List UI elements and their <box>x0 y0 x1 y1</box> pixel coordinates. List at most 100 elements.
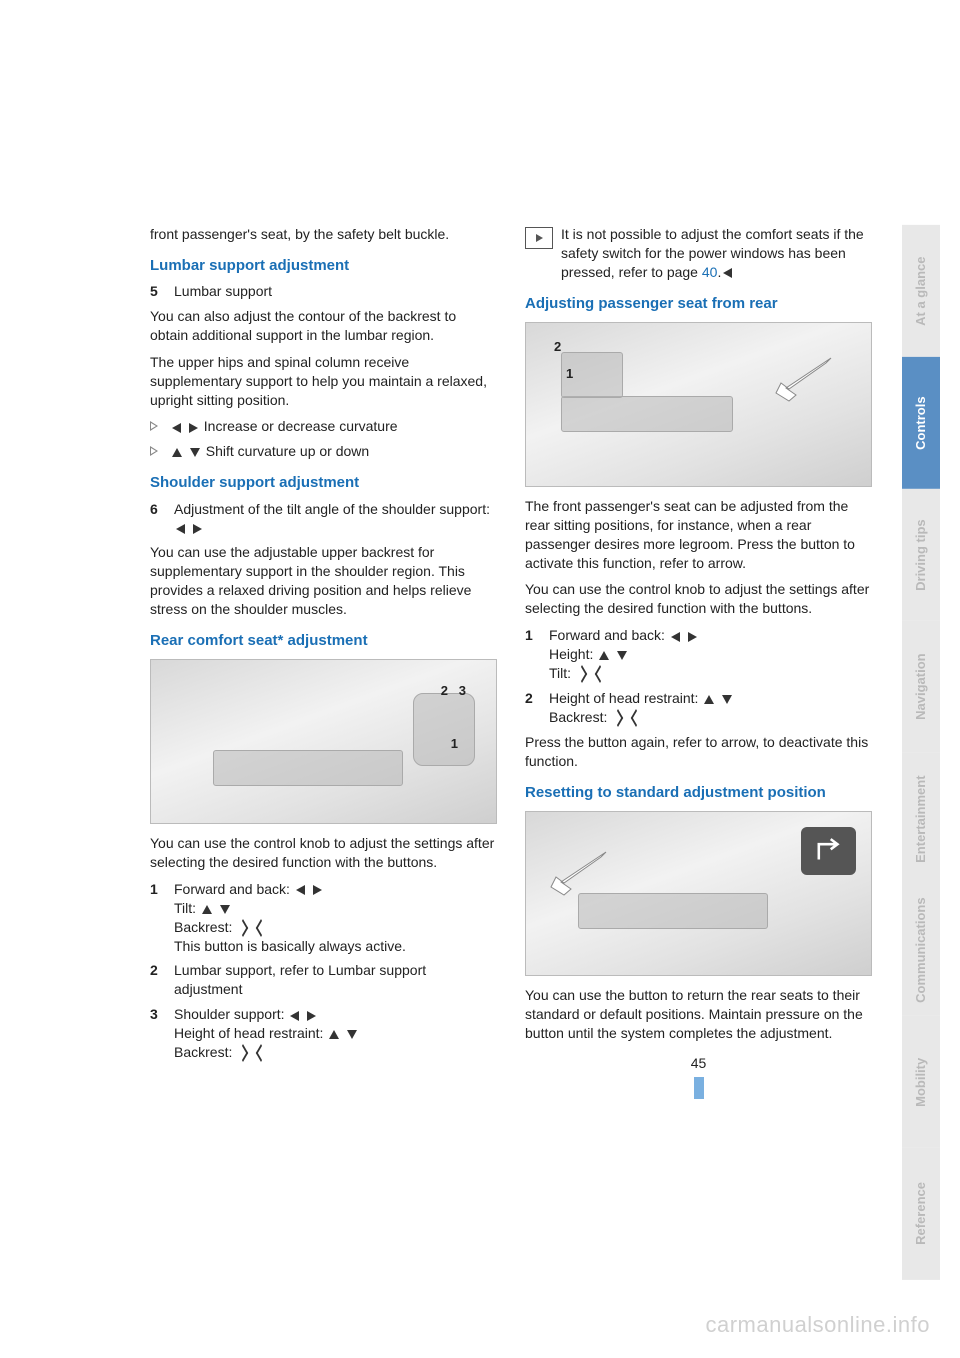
item-number: 6 <box>150 500 174 538</box>
left-column: front passenger's seat, by the safety be… <box>150 225 497 1240</box>
end-marker-icon <box>723 268 732 278</box>
bullet-text: Increase or decrease curvature <box>170 417 497 436</box>
item-number: 5 <box>150 282 174 301</box>
item-number: 3 <box>150 1005 174 1062</box>
item-number: 1 <box>150 880 174 956</box>
item-number: 2 <box>150 961 174 999</box>
angle-left-icon <box>631 709 641 727</box>
arrow-right-icon <box>307 1011 316 1021</box>
list-item: 2 Height of head restraint: Backrest: <box>525 689 872 727</box>
list-item: 1 Forward and back: Height: Tilt: <box>525 626 872 683</box>
page-container: front passenger's seat, by the safety be… <box>0 0 960 1280</box>
tab-communications[interactable]: Communications <box>902 884 940 1016</box>
arrow-up-icon <box>599 651 609 660</box>
arrow-up-icon <box>172 448 182 457</box>
section-tabs: At a glance Controls Driving tips Naviga… <box>902 225 940 1280</box>
arrow-up-icon <box>202 905 212 914</box>
watermark: carmanualsonline.info <box>705 1310 930 1340</box>
angle-right-icon <box>238 919 248 937</box>
figure-label: 1 <box>566 365 573 383</box>
tab-reference[interactable]: Reference <box>902 1148 940 1280</box>
tab-driving-tips[interactable]: Driving tips <box>902 489 940 621</box>
tab-at-a-glance[interactable]: At a glance <box>902 225 940 357</box>
bullet-icon <box>150 417 170 436</box>
arrow-right-icon <box>313 885 322 895</box>
figure-label: 2 <box>554 338 561 356</box>
item-number: 1 <box>525 626 549 683</box>
arrow-left-icon <box>176 524 185 534</box>
item-text: Adjustment of the tilt angle of the shou… <box>174 500 497 538</box>
figure-rear-comfort: 2 3 1 <box>150 659 497 824</box>
item-text: Lumbar support, refer to Lumbar support … <box>174 961 497 999</box>
tab-mobility[interactable]: Mobility <box>902 1016 940 1148</box>
bullet-text: Shift curvature up or down <box>170 442 497 461</box>
right-column: It is not possible to adjust the comfort… <box>525 225 872 1240</box>
arrow-indicator-icon <box>546 847 616 897</box>
body-text: Press the button again, refer to arrow, … <box>525 733 872 771</box>
arrow-right-icon <box>688 632 697 642</box>
arrow-up-icon <box>704 695 714 704</box>
arrow-down-icon <box>722 695 732 704</box>
arrow-left-icon <box>290 1011 299 1021</box>
body-text: You can also adjust the contour of the b… <box>150 307 497 345</box>
angle-left-icon <box>256 919 266 937</box>
arrow-left-icon <box>296 885 305 895</box>
heading-adj-passenger: Adjusting passenger seat from rear <box>525 294 872 314</box>
bullet-icon <box>150 442 170 461</box>
body-text: You can use the control knob to adjust t… <box>150 834 497 872</box>
list-item: 6 Adjustment of the tilt angle of the sh… <box>150 500 497 538</box>
tab-entertainment[interactable]: Entertainment <box>902 753 940 885</box>
item-text: Forward and back: Height: Tilt: <box>549 626 872 683</box>
tab-controls[interactable]: Controls <box>902 357 940 489</box>
body-text: The front passenger's seat can be adjust… <box>525 497 872 573</box>
body-text: You can use the adjustable upper backres… <box>150 543 497 619</box>
arrow-right-icon <box>189 423 198 433</box>
angle-right-icon <box>613 709 623 727</box>
note-text: It is not possible to adjust the comfort… <box>561 225 872 282</box>
heading-lumbar: Lumbar support adjustment <box>150 256 497 276</box>
angle-left-icon <box>595 665 605 683</box>
list-item: 5 Lumbar support <box>150 282 497 301</box>
arrow-down-icon <box>347 1030 357 1039</box>
figure-label: 2 <box>441 682 448 700</box>
body-text: You can use the button to return the rea… <box>525 986 872 1043</box>
heading-shoulder: Shoulder support adjustment <box>150 473 497 493</box>
angle-right-icon <box>577 665 587 683</box>
content-area: front passenger's seat, by the safety be… <box>0 0 902 1280</box>
tab-navigation[interactable]: Navigation <box>902 621 940 753</box>
arrow-down-icon <box>190 448 200 457</box>
item-text: Lumbar support <box>174 282 497 301</box>
figure-adj-passenger: 2 1 <box>525 322 872 487</box>
list-item: 3 Shoulder support: Height of head restr… <box>150 1005 497 1062</box>
arrow-right-icon <box>193 524 202 534</box>
note-block: It is not possible to adjust the comfort… <box>525 225 872 282</box>
figure-label: 3 <box>459 682 466 700</box>
page-number-bar <box>694 1077 704 1099</box>
item-text: Height of head restraint: Backrest: <box>549 689 872 727</box>
arrow-indicator-icon <box>771 353 841 403</box>
item-text: Forward and back: Tilt: Backrest: This b… <box>174 880 497 956</box>
note-icon <box>525 227 553 249</box>
intro-text: front passenger's seat, by the safety be… <box>150 225 497 244</box>
arrow-down-icon <box>617 651 627 660</box>
body-text: You can use the control knob to adjust t… <box>525 580 872 618</box>
bullet-item: Increase or decrease curvature <box>150 417 497 436</box>
figure-reset <box>525 811 872 976</box>
arrow-left-icon <box>671 632 680 642</box>
list-item: 2 Lumbar support, refer to Lumbar suppor… <box>150 961 497 999</box>
arrow-down-icon <box>220 905 230 914</box>
heading-reset: Resetting to standard adjustment positio… <box>525 783 872 803</box>
page-number-block: 45 <box>525 1054 872 1099</box>
list-item: 1 Forward and back: Tilt: Backrest: This… <box>150 880 497 956</box>
arrow-up-icon <box>329 1030 339 1039</box>
page-number: 45 <box>691 1055 707 1071</box>
reset-button-icon <box>801 827 856 875</box>
heading-rear-comfort: Rear comfort seat* adjustment <box>150 631 497 651</box>
figure-label: 1 <box>451 735 458 753</box>
item-text: Shoulder support: Height of head restrai… <box>174 1005 497 1062</box>
page-reference[interactable]: 40 <box>702 264 718 280</box>
body-text: The upper hips and spinal column receive… <box>150 353 497 410</box>
bullet-item: Shift curvature up or down <box>150 442 497 461</box>
angle-right-icon <box>238 1044 248 1062</box>
arrow-left-icon <box>172 423 181 433</box>
